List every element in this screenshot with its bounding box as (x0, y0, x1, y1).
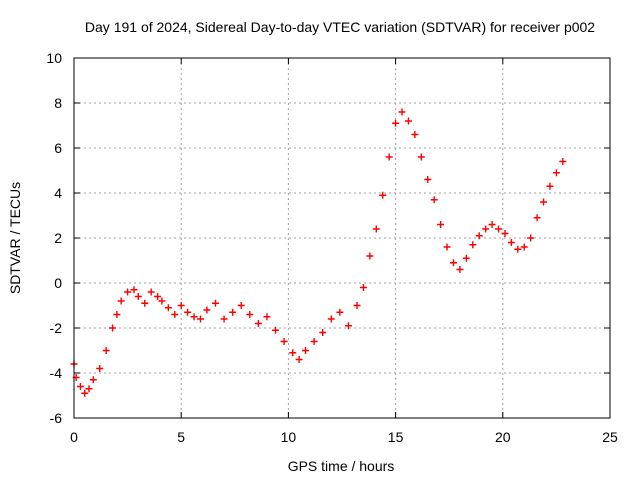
data-point (96, 365, 104, 372)
data-point (398, 108, 406, 116)
data-point (430, 196, 438, 204)
data-point (501, 230, 509, 237)
axis-ticks: 0 5 10 15 20 25 -6 -4 -2 0 2 4 6 8 10 (46, 50, 618, 445)
y-tick-label: 2 (54, 230, 62, 246)
data-point (171, 311, 179, 318)
data-point (366, 252, 374, 260)
data-point (495, 225, 503, 233)
data-point (488, 221, 496, 228)
data-point (81, 389, 89, 397)
data-point (246, 311, 254, 318)
x-tick-label: 10 (281, 429, 297, 445)
data-point (411, 131, 419, 138)
data-point (359, 284, 367, 291)
data-point (469, 241, 477, 249)
x-axis-label: GPS time / hours (288, 458, 395, 474)
y-tick-label: 6 (54, 140, 62, 156)
data-point (372, 225, 380, 233)
data-point (336, 308, 344, 316)
y-tick-label: -6 (50, 410, 63, 426)
chart-title: Day 191 of 2024, Sidereal Day-to-day VTE… (85, 19, 595, 35)
data-point (379, 191, 387, 199)
data-point (327, 315, 335, 323)
data-point (203, 306, 211, 314)
data-point (404, 117, 412, 125)
data-point (353, 302, 361, 309)
data-point (540, 198, 548, 206)
data-point (417, 153, 425, 161)
x-tick-label: 25 (602, 429, 618, 445)
data-point (117, 297, 125, 305)
data-points (70, 108, 567, 397)
data-point (527, 234, 535, 242)
data-point (289, 349, 297, 357)
data-point (164, 304, 172, 312)
data-point (196, 315, 204, 323)
data-point (482, 225, 490, 233)
data-point (113, 311, 121, 318)
data-point (212, 299, 220, 307)
data-point (154, 293, 162, 300)
data-point (237, 302, 245, 309)
data-point (229, 308, 237, 316)
data-point (85, 385, 93, 393)
data-point (385, 153, 393, 161)
data-point (437, 221, 445, 228)
y-axis-label: SDTVAR / TECUs (7, 182, 23, 294)
data-point (76, 383, 84, 390)
data-point (89, 376, 97, 384)
data-point (475, 232, 483, 240)
plot-frame (73, 57, 611, 419)
y-tick-label: 8 (54, 95, 62, 111)
y-tick-label: 0 (54, 275, 62, 291)
x-tick-label: 15 (388, 429, 404, 445)
data-point (310, 338, 318, 345)
data-point (302, 347, 310, 354)
data-point (141, 299, 149, 307)
data-point (424, 176, 432, 183)
y-tick-label: -4 (50, 365, 63, 381)
data-point (158, 297, 166, 305)
data-point (507, 239, 515, 246)
data-point (124, 288, 132, 296)
x-tick-label: 0 (70, 429, 78, 445)
data-point (147, 288, 155, 296)
y-tick-label: -2 (50, 320, 63, 336)
x-tick-label: 5 (177, 429, 185, 445)
data-point (130, 286, 138, 294)
data-point (319, 329, 327, 336)
data-point (109, 324, 117, 332)
data-point (462, 254, 470, 262)
y-tick-label: 10 (46, 50, 62, 66)
data-point (546, 182, 554, 190)
data-point (177, 302, 185, 309)
data-point (280, 338, 288, 345)
x-tick-label: 20 (495, 429, 511, 445)
data-point (295, 356, 303, 363)
data-point (449, 259, 457, 267)
data-point (456, 266, 464, 273)
data-point (254, 320, 262, 327)
y-tick-label: 4 (54, 185, 62, 201)
grid-lines (74, 58, 610, 418)
data-point (272, 326, 280, 334)
data-point (552, 169, 560, 177)
data-point (134, 293, 142, 300)
data-point (520, 243, 528, 251)
data-point (344, 322, 352, 330)
data-point (533, 214, 541, 222)
data-point (220, 315, 228, 323)
data-point (263, 313, 271, 321)
data-point (102, 347, 110, 354)
data-point (443, 243, 451, 251)
data-point (514, 245, 522, 253)
data-point (559, 158, 567, 165)
data-point (184, 308, 192, 316)
data-point (392, 119, 400, 127)
data-point (190, 313, 198, 321)
